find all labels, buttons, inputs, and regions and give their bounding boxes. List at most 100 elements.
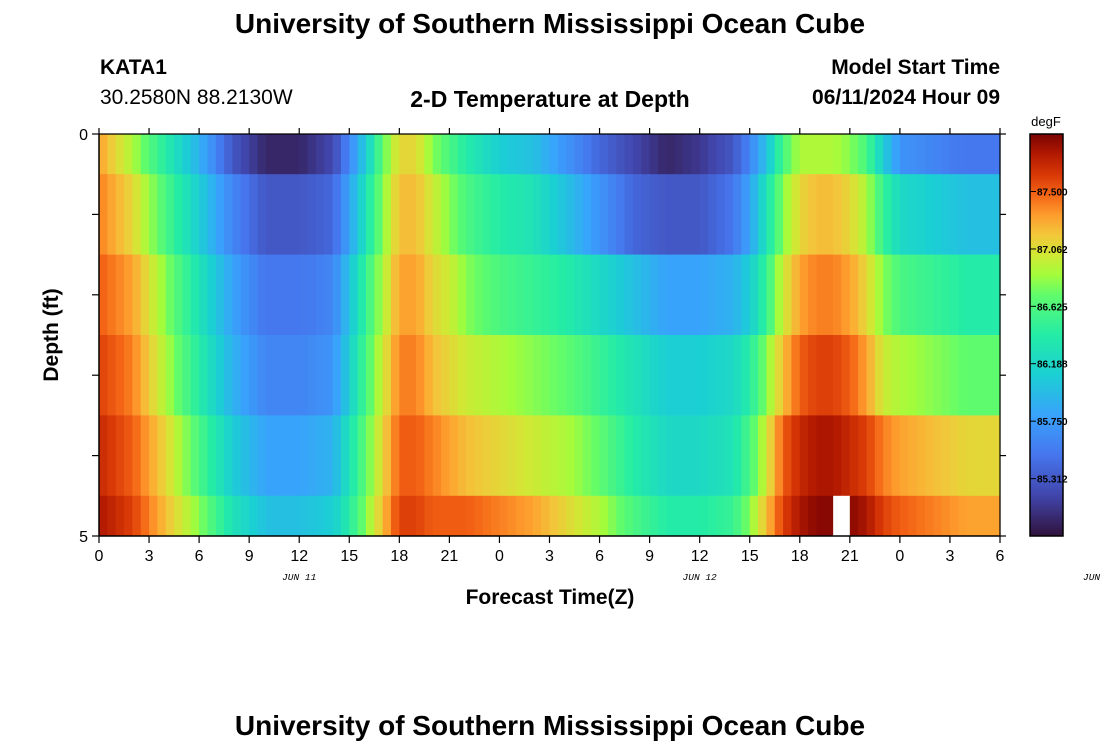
heatmap-cell xyxy=(557,335,567,416)
heatmap-cell xyxy=(808,495,818,537)
heatmap-cell xyxy=(616,335,626,416)
heatmap-cell xyxy=(783,134,793,175)
heatmap-cell xyxy=(249,495,259,537)
heatmap-cell xyxy=(699,495,709,537)
heatmap-cell xyxy=(607,415,617,497)
heatmap-cell xyxy=(991,415,1001,497)
heatmap-cell xyxy=(841,134,851,175)
heatmap-cell xyxy=(733,335,742,416)
heatmap-cell xyxy=(849,495,859,537)
date-label: JUN 11 xyxy=(282,572,316,583)
heatmap-cell xyxy=(549,495,559,537)
heatmap-cell xyxy=(516,495,526,537)
heatmap-cell xyxy=(624,335,634,416)
heatmap-cell xyxy=(499,254,509,336)
heatmap-cell xyxy=(215,335,225,416)
heatmap-cell xyxy=(974,254,984,336)
x-tick-label: 12 xyxy=(290,548,308,565)
heatmap-cell xyxy=(349,174,359,255)
heatmap-cell xyxy=(424,335,434,416)
heatmap-cell xyxy=(507,415,517,497)
heatmap-cell xyxy=(524,335,534,416)
heatmap-cell xyxy=(958,134,968,175)
heatmap-cell xyxy=(257,174,267,255)
heatmap-cell xyxy=(257,134,267,175)
heatmap-cell xyxy=(232,495,242,537)
heatmap-cell xyxy=(549,134,559,175)
heatmap-cell xyxy=(449,254,459,336)
heatmap-cell xyxy=(432,335,442,416)
heatmap-cell xyxy=(749,495,759,537)
heatmap-cell xyxy=(182,495,192,537)
heatmap-cell xyxy=(632,415,642,497)
heatmap-cell xyxy=(899,254,909,336)
heatmap-cell xyxy=(708,495,717,537)
heatmap-cell xyxy=(157,254,167,336)
heatmap-cell xyxy=(290,174,300,255)
heatmap-cell xyxy=(165,495,175,537)
heatmap-cell xyxy=(157,335,167,416)
heatmap-cell xyxy=(140,495,150,537)
heatmap-cell xyxy=(215,495,225,537)
heatmap-cell xyxy=(641,254,651,336)
heatmap-cell xyxy=(833,335,843,416)
colorbar-tick-label: 85.750 xyxy=(1037,417,1068,428)
heatmap-cell xyxy=(899,174,909,255)
heatmap-cell xyxy=(207,254,217,336)
heatmap-cell xyxy=(390,134,400,175)
heatmap-cell xyxy=(891,174,901,255)
heatmap-cell xyxy=(249,254,259,336)
heatmap-cell xyxy=(866,415,876,497)
heatmap-cell xyxy=(866,495,876,537)
heatmap-cell xyxy=(524,174,534,255)
heatmap-cell xyxy=(324,174,334,255)
heatmap-cell xyxy=(307,134,317,175)
heatmap-cell xyxy=(374,174,384,255)
heatmap-cell xyxy=(240,335,250,416)
heatmap-cell xyxy=(407,134,417,175)
heatmap-cell xyxy=(874,174,884,255)
heatmap-cell xyxy=(616,254,626,336)
heatmap-cell xyxy=(899,134,909,175)
heatmap-cell xyxy=(783,495,793,537)
heatmap-cell xyxy=(374,134,384,175)
heatmap-cell xyxy=(507,335,517,416)
heatmap-cell xyxy=(699,335,709,416)
heatmap-cell xyxy=(858,254,868,336)
heatmap-cell xyxy=(808,254,818,336)
heatmap-cell xyxy=(449,174,459,255)
heatmap-cell xyxy=(424,415,434,497)
heatmap-cell xyxy=(432,254,442,336)
heatmap-cell xyxy=(224,415,234,497)
heatmap-cell xyxy=(240,415,250,497)
heatmap-cell xyxy=(816,254,826,336)
heatmap-cell xyxy=(624,495,634,537)
heatmap-cell xyxy=(349,134,359,175)
heatmap-cell xyxy=(424,134,434,175)
heatmap-cell xyxy=(641,415,651,497)
heatmap-cell xyxy=(257,415,267,497)
heatmap-cell xyxy=(516,415,526,497)
heatmap-cell xyxy=(816,415,826,497)
heatmap-cell xyxy=(983,415,993,497)
y-tick-label: 0 xyxy=(79,127,88,144)
heatmap-cell xyxy=(557,254,567,336)
heatmap-cell xyxy=(682,335,692,416)
heatmap-cell xyxy=(708,335,717,416)
heatmap-cell xyxy=(132,415,142,497)
heatmap-cell xyxy=(649,335,659,416)
heatmap-cell xyxy=(474,495,484,537)
heatmap-cell xyxy=(140,415,150,497)
heatmap-cell xyxy=(899,495,909,537)
heatmap-cell xyxy=(541,415,551,497)
heatmap-cell xyxy=(365,495,375,537)
heatmap-cell xyxy=(741,415,751,497)
heatmap-cell xyxy=(883,254,893,336)
heatmap-cell xyxy=(190,335,200,416)
heatmap-cell xyxy=(632,495,642,537)
heatmap-cell xyxy=(382,254,392,336)
heatmap-cell xyxy=(974,495,984,537)
heatmap-cell xyxy=(357,174,367,255)
x-tick-label: 21 xyxy=(841,548,859,565)
heatmap-cell xyxy=(858,134,868,175)
